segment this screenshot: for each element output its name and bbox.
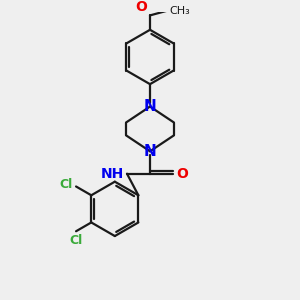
Text: N: N	[144, 144, 156, 159]
Text: O: O	[176, 167, 188, 181]
Text: NH: NH	[101, 167, 124, 181]
Text: N: N	[144, 99, 156, 114]
Text: CH₃: CH₃	[169, 6, 190, 16]
Text: Cl: Cl	[60, 178, 73, 191]
Text: O: O	[136, 0, 147, 14]
Text: Cl: Cl	[69, 234, 83, 248]
